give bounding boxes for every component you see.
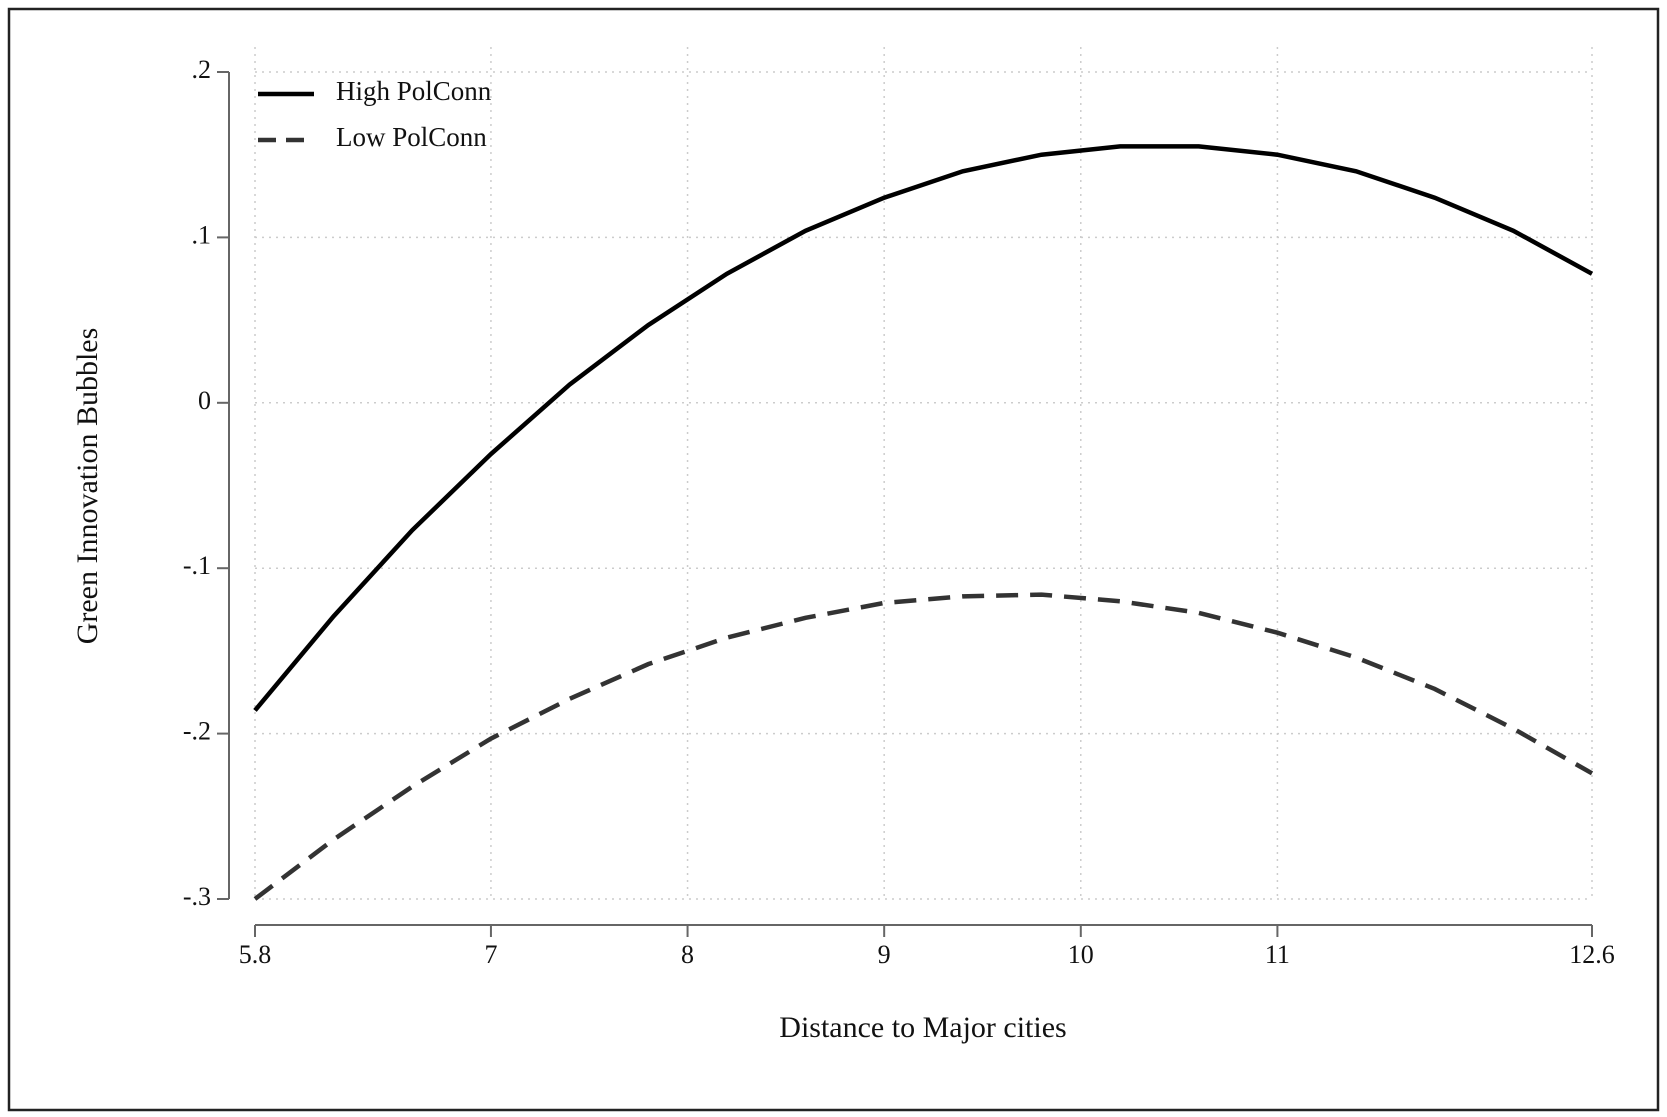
line-series (253, 592, 1594, 901)
x-tick-label: 10 (1068, 940, 1094, 969)
line-series (253, 144, 1594, 712)
x-tick-label: 5.8 (239, 940, 272, 969)
x-tick-label: 9 (878, 940, 891, 969)
y-tick-label: .2 (192, 55, 212, 84)
y-tick-label: 0 (198, 386, 211, 415)
y-tick-label: -.3 (183, 882, 211, 911)
x-tick-label: 8 (681, 940, 694, 969)
legend-label: High PolConn (336, 76, 492, 106)
y-tick-label: .1 (192, 220, 212, 249)
y-axis-title: Green Innovation Bubbles (71, 328, 104, 645)
x-tick-label: 12.6 (1569, 940, 1615, 969)
legend-label: Low PolConn (336, 122, 487, 152)
x-tick-label: 11 (1265, 940, 1290, 969)
x-tick-label: 7 (484, 940, 497, 969)
y-tick-label: -.1 (183, 551, 211, 580)
x-axis-title: Distance to Major cities (779, 1011, 1066, 1044)
y-tick-label: -.2 (183, 717, 211, 746)
frame (7, 7, 1660, 1112)
